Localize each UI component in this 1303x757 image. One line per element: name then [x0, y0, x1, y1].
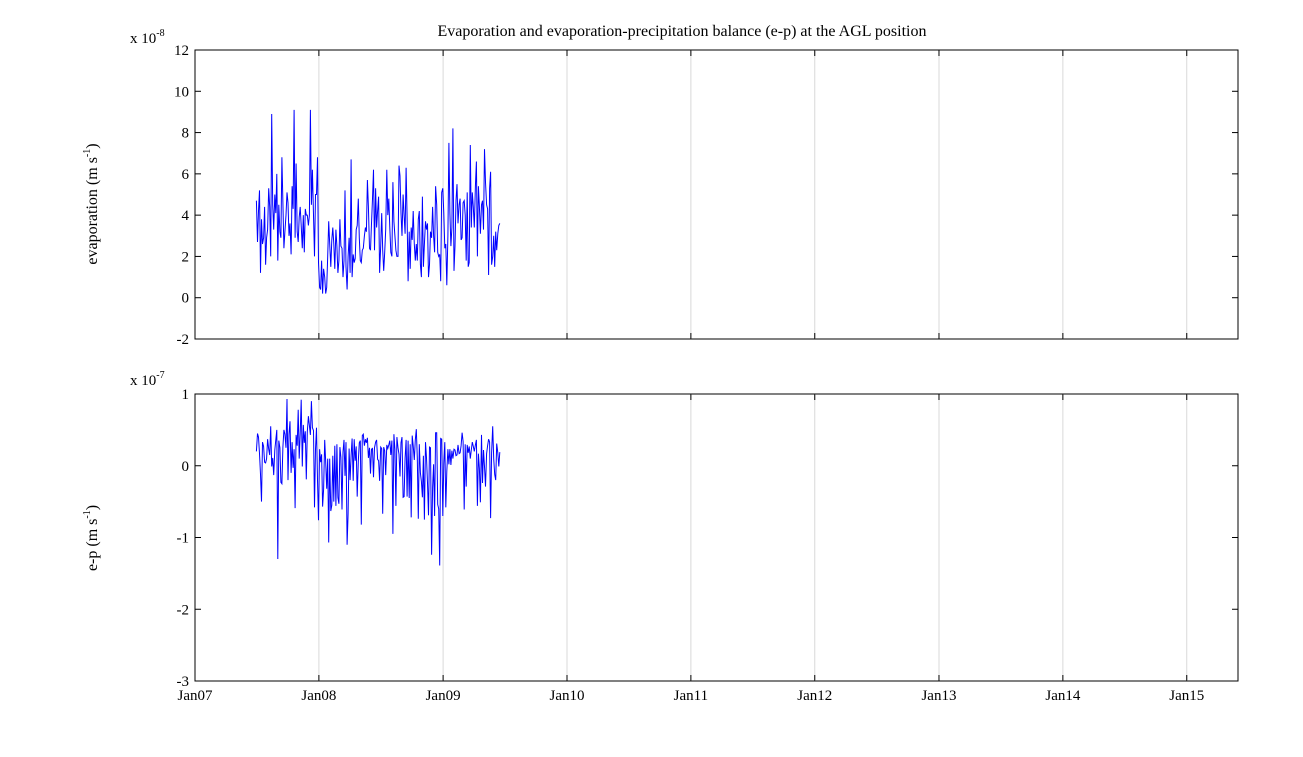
x-tick-label: Jan13: [921, 688, 956, 704]
e-p-panel: -3-2-101 Jan07 Jan08 Jan09 Jan10 Jan11 Jan12 J…: [82, 50, 1239, 704]
evaporation-y-tick-label: 8: [182, 126, 190, 142]
evaporation-panel: -2 0 2 4 6 8 10 12 x 10-8 evaporation (m s-1): [82, 28, 1239, 348]
x-tick-label: Jan12: [797, 688, 832, 704]
evaporation-y-tick-label: 0: [182, 291, 190, 307]
x-tick-label: Jan10: [549, 688, 584, 704]
e-p-y-tick-label: -3: [177, 674, 190, 690]
e-p-y-tick-label: 1: [182, 387, 190, 403]
evaporation-y-axis-label: evaporation (m s-1): [82, 143, 101, 264]
x-tick-label: Jan07: [178, 688, 213, 704]
x-tick-label: Jan09: [426, 688, 461, 704]
x-tick-label: Jan15: [1169, 688, 1204, 704]
e-p-y-tick-label: -2: [177, 602, 190, 618]
evaporation-y-tick-label: 12: [174, 43, 189, 59]
e-p-y-ticks: -3 -2 -1 0 1: [177, 387, 1238, 690]
evaporation-y-tick-label: 10: [174, 84, 189, 100]
e-p-grid: [318, 394, 1188, 681]
evaporation-plot-area: [194, 49, 1239, 340]
x-tick-label: Jan08: [301, 688, 336, 704]
evaporation-exponent-label: x 10-8: [130, 28, 165, 47]
evaporation-y-ticks: -2 0 2 4 6 8 10 12: [174, 43, 1238, 348]
chart-title: Evaporation and evaporation-precipitatio…: [437, 23, 926, 40]
evaporation-y-tick-label: 2: [182, 249, 190, 265]
e-p-y-tick-label: -1: [177, 531, 190, 547]
e-p-exponent-label: x 10-7: [130, 370, 165, 389]
e-p-series: [255, 398, 501, 566]
x-tick-label: Jan14: [1045, 688, 1080, 704]
evaporation-series: [255, 109, 501, 294]
e-p-series-line: [255, 398, 501, 566]
x-tick-label: Jan11: [674, 688, 708, 704]
evaporation-y-tick-label: 6: [182, 167, 190, 183]
evaporation-y-tick-label: 4: [182, 208, 190, 224]
evaporation-grid: [318, 50, 1188, 339]
e-p-y-axis-label: e-p (m s-1): [82, 505, 101, 571]
x-axis-ticks: Jan07 Jan08 Jan09 Jan10 Jan11 Jan12 Jan13 Jan14…: [178, 50, 1204, 704]
evaporation-series-line: [255, 109, 501, 294]
e-p-y-tick-label: 0: [182, 459, 190, 475]
evaporation-y-tick-label: -2: [177, 332, 190, 348]
